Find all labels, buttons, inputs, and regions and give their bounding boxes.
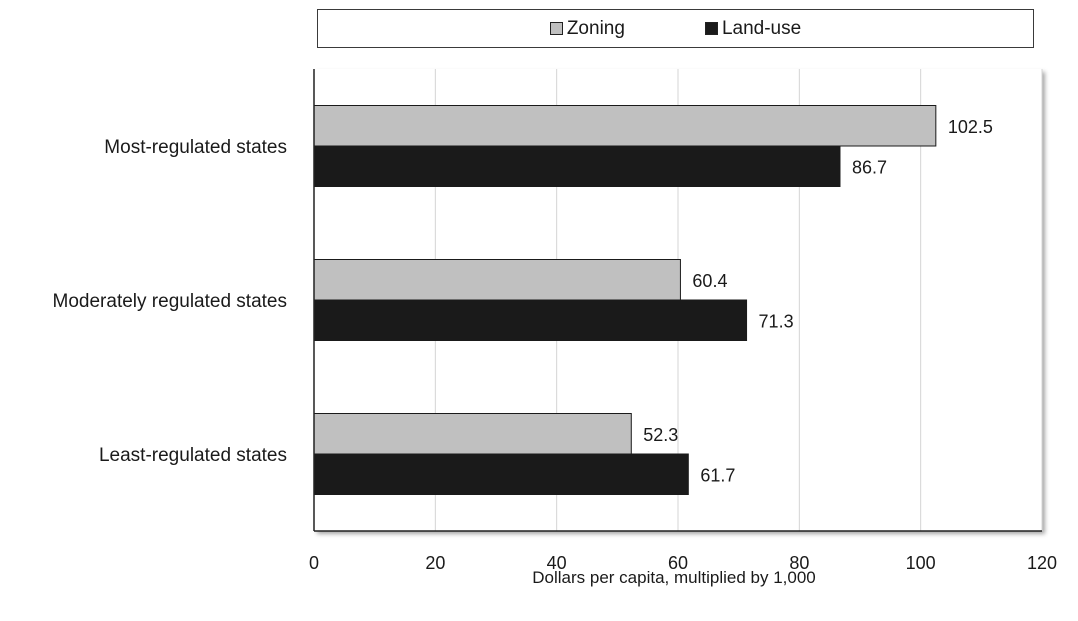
legend-label-land-use: Land-use: [721, 17, 802, 39]
x-tick-label: 80: [789, 553, 809, 573]
category-label: Moderately regulated states: [53, 291, 287, 312]
x-tick-label: 60: [668, 553, 688, 573]
legend-swatch-zoning: [549, 22, 563, 35]
data-label-zoning: 60.4: [692, 271, 727, 291]
bar-zoning: [313, 413, 632, 455]
legend: Zoning Land-use: [317, 9, 1034, 48]
bar-land-use: [313, 145, 841, 187]
legend-swatch-land-use: [704, 22, 718, 35]
data-label-land-use: 86.7: [852, 157, 887, 177]
x-tick-label: 20: [425, 553, 445, 573]
data-label-land-use: 61.7: [700, 465, 735, 485]
bar-land-use: [313, 453, 689, 495]
data-label-zoning: 102.5: [948, 117, 993, 137]
x-tick-label: 100: [906, 553, 936, 573]
category-label: Most-regulated states: [104, 137, 287, 158]
legend-item-zoning: Zoning: [549, 17, 625, 40]
legend-item-land-use: Land-use: [704, 17, 802, 40]
x-tick-label: 40: [547, 553, 567, 573]
data-label-zoning: 52.3: [643, 425, 678, 445]
category-label: Least-regulated states: [99, 445, 287, 466]
data-label-land-use: 71.3: [759, 311, 794, 331]
bar-zoning: [313, 105, 937, 147]
x-axis-title: Dollars per capita, multiplied by 1,000: [532, 568, 815, 587]
bar-land-use: [313, 299, 748, 341]
legend-label-zoning: Zoning: [566, 17, 625, 39]
x-tick-label: 120: [1027, 553, 1057, 573]
x-tick-label: 0: [309, 553, 319, 573]
bar-zoning: [313, 259, 681, 301]
